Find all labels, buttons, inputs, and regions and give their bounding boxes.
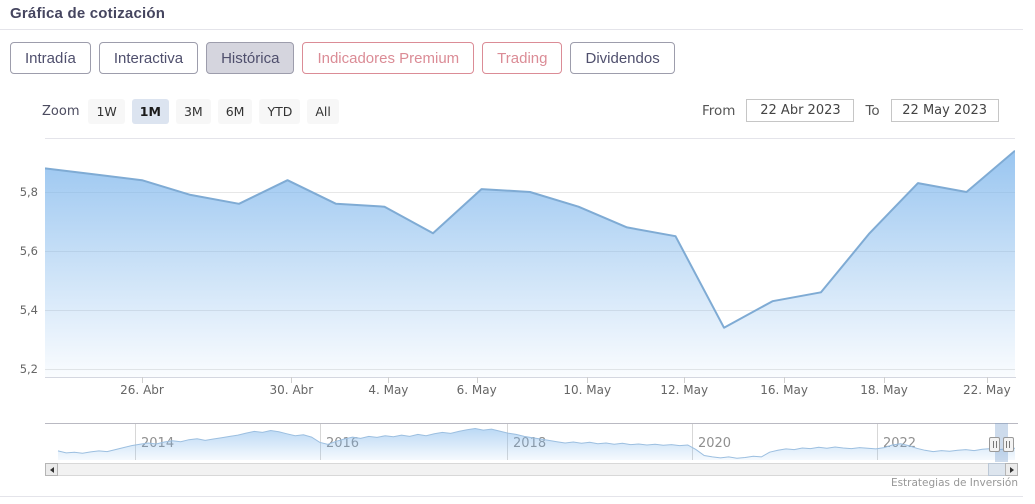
- navigator-top-border: [45, 423, 1018, 424]
- tab-interactiva[interactable]: Interactiva: [98, 42, 199, 74]
- navigator-line: [57, 427, 1015, 459]
- navigator-selected-range[interactable]: [994, 423, 1009, 462]
- tab-dividendos[interactable]: Dividendos: [570, 42, 675, 74]
- navigator-year-label: 2020: [697, 436, 732, 451]
- scrollbar-right-button[interactable]: [1005, 463, 1018, 476]
- price-line: [45, 149, 1015, 329]
- navigator-mini-chart[interactable]: [45, 423, 1015, 461]
- x-axis-tick: [388, 377, 390, 383]
- tab-intradia[interactable]: Intradía: [10, 42, 91, 74]
- x-axis-tick: [142, 377, 143, 383]
- x-axis-label: 12. May: [660, 383, 709, 397]
- zoom-button-6m[interactable]: 6M: [217, 99, 253, 124]
- zoom-button-all[interactable]: All: [307, 99, 339, 124]
- x-axis-tick: [684, 377, 686, 383]
- x-axis-tick: [986, 377, 988, 383]
- x-axis-label: 18. May: [860, 383, 908, 397]
- x-axis-tick: [784, 377, 786, 383]
- header-divider: [0, 29, 1023, 30]
- zoom-range-controls: Zoom 1W 1M 3M 6M YTD All: [42, 99, 339, 124]
- navigator-area-fill: [58, 428, 1015, 460]
- x-axis-label: 22. May: [963, 383, 1011, 397]
- x-axis-tick: [884, 377, 886, 383]
- zoom-button-1m[interactable]: 1M: [131, 99, 169, 124]
- to-date-input[interactable]: [890, 99, 999, 122]
- page-title: Gráfica de cotización: [10, 5, 166, 22]
- navigator-gridline: [135, 424, 137, 460]
- x-axis-tick: [476, 377, 478, 383]
- y-axis-label: 5,4: [19, 303, 38, 317]
- x-axis-line: [45, 377, 1016, 378]
- x-axis-tick: [587, 377, 589, 383]
- x-axis-label: 26. Abr: [120, 383, 164, 397]
- price-area-fill: [45, 150, 1015, 377]
- credits-link[interactable]: Estrategias de Inversión: [890, 477, 1018, 489]
- grip-line: [992, 441, 994, 448]
- x-axis-label: 10. May: [563, 383, 612, 397]
- tab-trading[interactable]: Trading: [482, 42, 563, 74]
- grip-line: [995, 441, 997, 448]
- to-label: To: [865, 102, 880, 119]
- navigator-gridline: [691, 424, 693, 460]
- arrow-right-icon: [1009, 466, 1014, 473]
- grip-line: [1009, 441, 1011, 448]
- x-axis-label: 16. May: [760, 383, 808, 397]
- arrow-left-icon: [49, 466, 54, 473]
- zoom-button-1w[interactable]: 1W: [88, 99, 125, 124]
- tab-indicadores-premium[interactable]: Indicadores Premium: [302, 42, 475, 74]
- navigator-right-handle[interactable]: [1002, 437, 1014, 452]
- date-range-controls: From To: [702, 99, 999, 122]
- y-axis-label: 5,2: [19, 362, 38, 376]
- plot-top-border: [45, 138, 1015, 139]
- tab-bar: Intradía Interactiva Histórica Indicadores …: [10, 42, 675, 74]
- x-axis-tick: [291, 377, 293, 383]
- x-axis-label: 4. May: [368, 383, 409, 397]
- navigator-left-handle[interactable]: [989, 437, 1001, 452]
- x-axis-label: 6. May: [456, 383, 497, 397]
- y-axis-label: 5,8: [19, 185, 38, 199]
- scrollbar-track[interactable]: [45, 463, 1018, 476]
- from-date-input[interactable]: [746, 99, 855, 122]
- y-axis-label: 5,6: [19, 244, 38, 258]
- zoom-button-ytd[interactable]: YTD: [259, 99, 301, 124]
- zoom-label: Zoom: [42, 104, 80, 119]
- navigator-gridline: [876, 424, 878, 460]
- bottom-divider: [0, 496, 1023, 497]
- from-label: From: [702, 102, 736, 119]
- grip-line: [1006, 441, 1008, 448]
- scrollbar-thumb[interactable]: [988, 463, 1006, 476]
- tab-historica[interactable]: Histórica: [206, 42, 295, 74]
- zoom-button-3m[interactable]: 3M: [175, 99, 211, 124]
- x-axis-label: 30. Abr: [269, 383, 314, 397]
- price-area-chart[interactable]: [45, 138, 1015, 377]
- scrollbar-left-button[interactable]: [45, 463, 58, 476]
